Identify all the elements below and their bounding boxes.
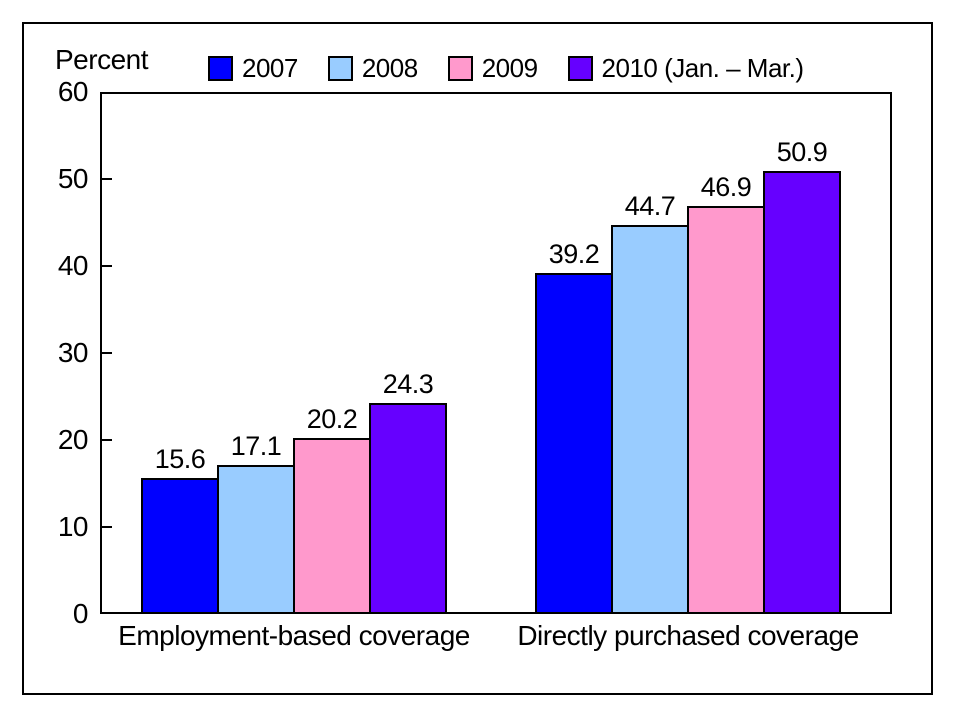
bar — [141, 478, 219, 614]
legend-swatch-icon — [327, 55, 353, 81]
legend-item: 2010 (Jan. – Mar.) — [567, 52, 805, 84]
bar — [763, 171, 841, 614]
y-tick-mark — [102, 352, 112, 354]
y-tick-label: 20 — [57, 424, 89, 455]
bar-value-label: 39.2 — [548, 239, 600, 269]
legend-label: 2008 — [361, 52, 418, 83]
bar — [687, 206, 765, 614]
legend-swatch-icon — [447, 55, 473, 81]
bar — [369, 403, 447, 614]
category-label: Directly purchased coverage — [517, 620, 859, 651]
category-label: Employment-based coverage — [118, 620, 470, 651]
legend-swatch-icon — [567, 55, 593, 81]
legend-label: 2007 — [242, 52, 298, 83]
bar-value-label: 20.2 — [306, 404, 358, 434]
y-tick-label: 50 — [57, 163, 89, 194]
y-tick-label: 40 — [57, 250, 89, 281]
y-tick-mark — [102, 526, 112, 528]
y-tick-label: 30 — [57, 337, 89, 368]
bar-value-label: 15.6 — [154, 444, 206, 474]
bar — [611, 225, 689, 614]
bar — [293, 438, 371, 614]
bar-value-label: 50.9 — [776, 137, 828, 167]
legend-swatch-icon — [208, 55, 233, 81]
y-tick-mark — [102, 439, 112, 441]
y-tick-label: 10 — [57, 511, 89, 542]
legend-label: 2010 (Jan. – Mar.) — [601, 52, 805, 83]
legend-item: 2007 — [208, 53, 298, 84]
bar-value-label: 24.3 — [382, 369, 434, 399]
bar — [535, 273, 613, 614]
y-tick-mark — [102, 178, 112, 180]
legend-label: 2009 — [481, 52, 538, 83]
bar-value-label: 17.1 — [230, 431, 282, 461]
y-axis-title: Percent — [55, 44, 149, 75]
bar-value-label: 44.7 — [624, 191, 676, 221]
bar — [217, 465, 295, 614]
bar-value-label: 46.9 — [700, 172, 752, 202]
y-tick-label: 0 — [72, 598, 89, 629]
legend-item: 2008 — [327, 52, 418, 84]
y-tick-label: 60 — [57, 76, 89, 107]
y-tick-mark — [102, 265, 112, 267]
legend-item: 2009 — [447, 52, 538, 84]
legend: 2007 2008 2009 2010 (Jan. – Mar.) — [208, 53, 804, 83]
